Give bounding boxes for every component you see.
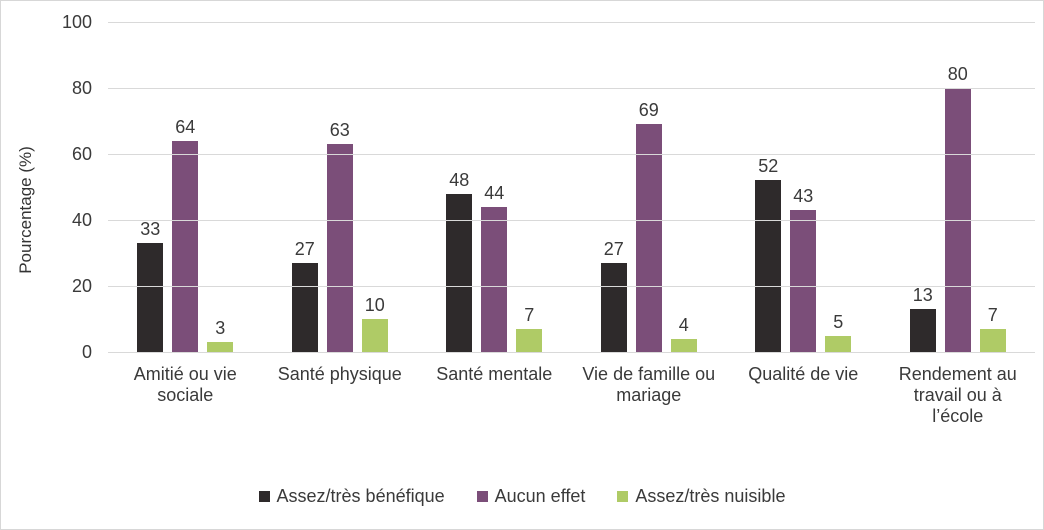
bar-wrapper: 48 [446, 22, 473, 352]
bar-value-label: 27 [294, 238, 315, 259]
bar [979, 328, 1006, 352]
bar [481, 206, 508, 352]
bar-group: 52 43 5 [726, 22, 881, 352]
bar-value-label: 44 [484, 182, 505, 203]
bar-wrapper: 10 [361, 22, 388, 352]
bar [635, 124, 662, 352]
gridline [108, 88, 1035, 89]
y-tick-label: 60 [71, 144, 92, 164]
bar-value-label: 7 [524, 304, 535, 325]
gridline [108, 154, 1035, 155]
gridline [108, 220, 1035, 221]
bar-wrapper: 27 [600, 22, 627, 352]
bar-value-label: 27 [603, 238, 624, 259]
legend-swatch [258, 490, 270, 502]
category-label: Qualité de vie [748, 364, 859, 384]
bar-value-label: 63 [329, 120, 350, 141]
bar [516, 328, 543, 352]
gridline [108, 22, 1035, 23]
bar-wrapper: 33 [137, 22, 164, 352]
bar-wrapper: 52 [755, 22, 782, 352]
category-label: Amitié ou vie sociale [133, 364, 237, 405]
category-label: Vie de famille ou mariage [582, 364, 716, 405]
bar [790, 210, 817, 352]
legend-label: Assez/très bénéfique [276, 486, 445, 506]
bar [670, 338, 697, 352]
legend-item: Assez/très bénéfique [258, 486, 445, 506]
y-tick-label: 80 [71, 78, 92, 98]
bar [326, 144, 353, 352]
bar-wrapper: 43 [790, 22, 817, 352]
category-label: Rendement au travail ou à l’école [898, 364, 1017, 426]
y-tick-label: 100 [61, 12, 92, 32]
bar [755, 180, 782, 352]
bar-wrapper: 64 [172, 22, 199, 352]
bar-value-label: 10 [364, 295, 385, 315]
bar [600, 262, 627, 352]
legend-swatch [476, 490, 488, 502]
bar-value-label: 5 [833, 311, 844, 332]
legend-item: Assez/très nuisible [617, 486, 785, 506]
plot-area: 33 64 3 27 63 10 48 44 7 27 69 4 52 43 5 13 80 7 [108, 22, 1035, 353]
y-tick-label: 40 [71, 210, 92, 230]
bar-wrapper: 13 [909, 22, 936, 352]
bar [291, 262, 318, 352]
legend-swatch [617, 490, 629, 502]
bar-group: 33 64 3 [108, 22, 263, 352]
bar-value-label: 3 [215, 318, 226, 339]
category-label: Santé mentale [436, 364, 553, 384]
y-tick-label: 20 [71, 276, 92, 296]
bar [825, 335, 852, 352]
x-axis-labels: Amitié ou vie sociale Santé physique Santé… [108, 364, 1035, 427]
bar [909, 309, 936, 352]
bar-value-label: 33 [140, 219, 161, 240]
bar-wrapper: 69 [635, 22, 662, 352]
bar [172, 140, 199, 352]
bar-wrapper: 7 [979, 22, 1006, 352]
bar-group: 27 63 10 [263, 22, 418, 352]
bar [446, 193, 473, 352]
bar-wrapper: 44 [481, 22, 508, 352]
bar-value-label: 43 [793, 186, 814, 207]
legend: Assez/très bénéfique Aucun effet Assez/trè… [0, 486, 1044, 506]
bar-wrapper: 63 [326, 22, 353, 352]
bar-group: 48 44 7 [417, 22, 572, 352]
bar-wrapper: 27 [291, 22, 318, 352]
y-axis-ticks: 0 20 40 60 80 100 [0, 13, 92, 361]
bar-value-label: 13 [912, 285, 933, 306]
bar-wrapper: 3 [207, 22, 234, 352]
bar-value-label: 4 [678, 314, 689, 335]
bar-value-label: 80 [947, 64, 968, 84]
bar [207, 342, 234, 352]
gridline [108, 286, 1035, 287]
bar-value-label: 52 [758, 156, 779, 177]
bar-value-label: 48 [449, 169, 470, 190]
bar [361, 319, 388, 352]
bar-group: 13 80 7 [881, 22, 1036, 352]
gridline [108, 352, 1035, 353]
legend-item: Aucun effet [476, 486, 586, 506]
bar-value-label: 69 [638, 100, 659, 121]
bar-wrapper: 4 [670, 22, 697, 352]
legend-label: Assez/très nuisible [635, 486, 786, 506]
bar-groups: 33 64 3 27 63 10 48 44 7 27 69 4 52 43 5 13 80 7 [108, 22, 1035, 352]
category-label: Santé physique [277, 364, 402, 384]
bar-value-label: 64 [175, 116, 196, 137]
bar-wrapper: 5 [825, 22, 852, 352]
bar [137, 243, 164, 352]
bar-value-label: 7 [987, 304, 998, 325]
bar-group: 27 69 4 [572, 22, 727, 352]
legend-label: Aucun effet [494, 486, 586, 506]
bar-wrapper: 7 [516, 22, 543, 352]
y-tick-label: 0 [81, 342, 92, 362]
bar-wrapper: 80 [944, 22, 971, 352]
